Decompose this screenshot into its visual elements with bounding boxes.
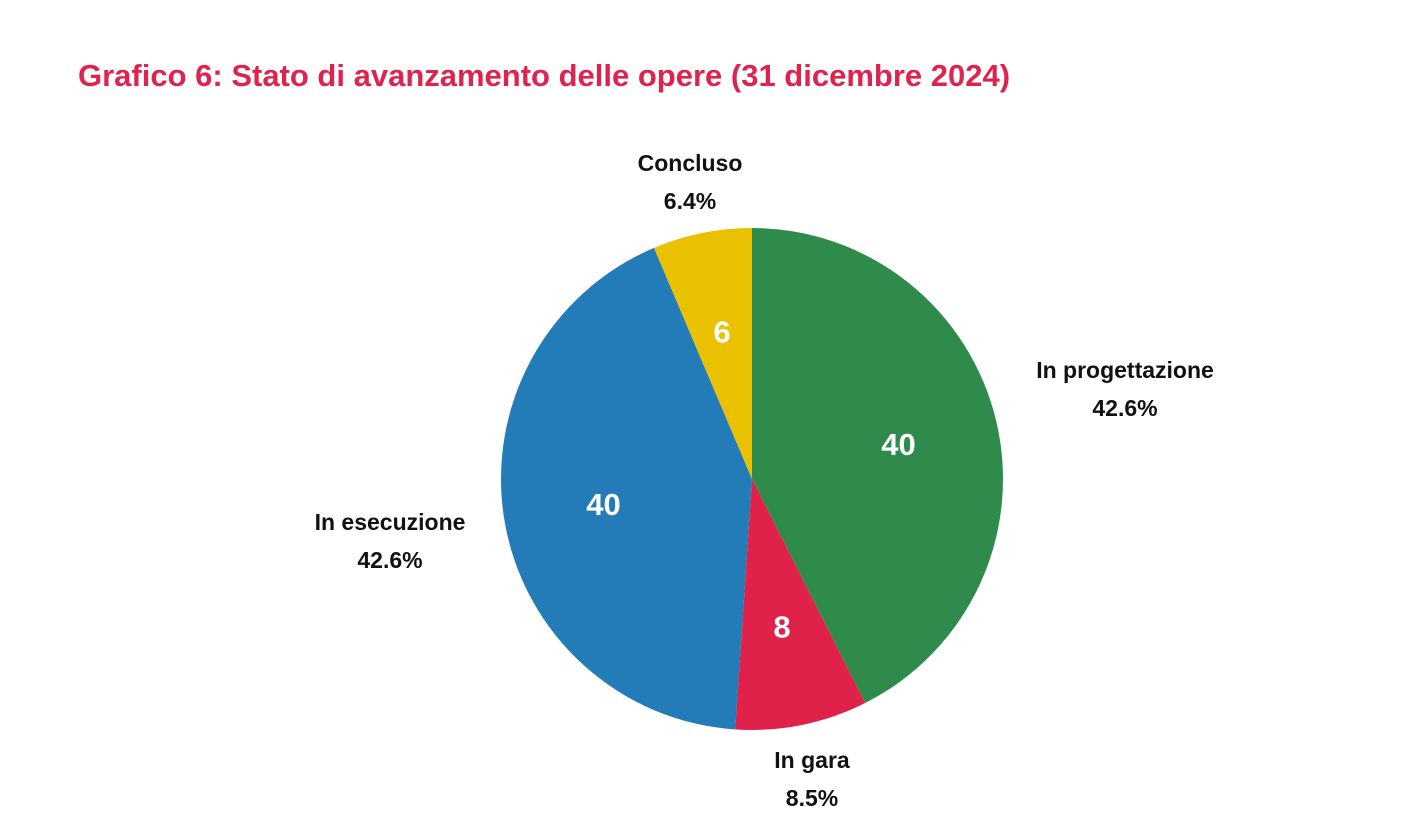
pie-slice-in-progettazione bbox=[752, 228, 1004, 704]
slice-value-label: 6 bbox=[713, 314, 730, 349]
slice-percent-label: 42.6% bbox=[1092, 395, 1157, 421]
pie-slice-in-gara bbox=[735, 479, 866, 730]
pie-slice-in-esecuzione bbox=[500, 247, 752, 730]
slice-category-label: In gara bbox=[774, 747, 850, 773]
slice-category-label: In esecuzione bbox=[315, 509, 466, 535]
slice-category-label: Concluso bbox=[638, 150, 743, 176]
pie-slice-concluso bbox=[654, 228, 752, 479]
slice-value-label: 8 bbox=[773, 610, 790, 645]
slice-percent-label: 8.5% bbox=[786, 785, 838, 811]
slice-percent-label: 42.6% bbox=[357, 547, 422, 573]
slice-value-label: 40 bbox=[586, 487, 620, 522]
slice-percent-label: 6.4% bbox=[664, 188, 716, 214]
slice-value-label: 40 bbox=[881, 427, 915, 462]
chart-title: Grafico 6: Stato di avanzamento delle op… bbox=[78, 58, 1011, 93]
slice-category-label: In progettazione bbox=[1036, 357, 1214, 383]
